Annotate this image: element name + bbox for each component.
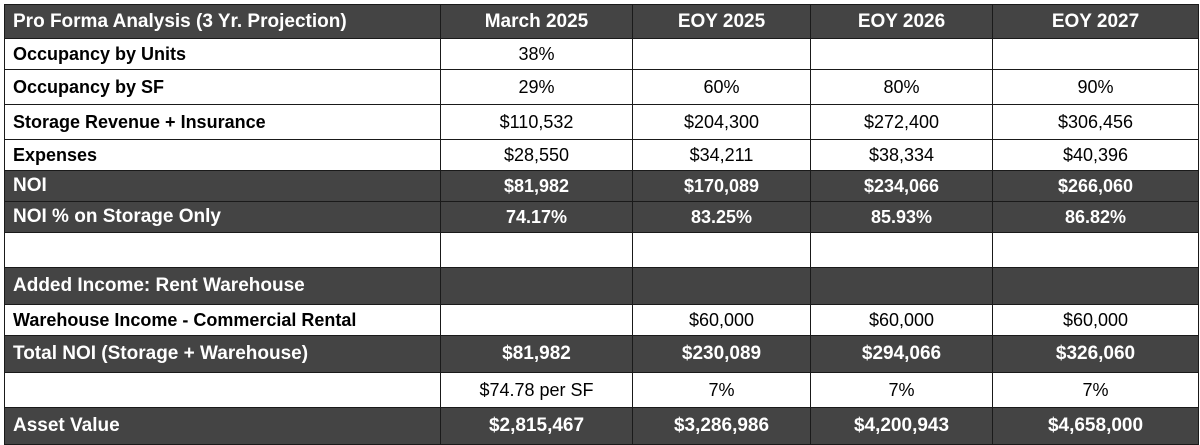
row-label[interactable]: Occupancy by SF	[4, 69, 441, 105]
table-cell[interactable]: 83.25%	[632, 201, 811, 233]
table-cell[interactable]: $294,066	[810, 335, 993, 373]
table-row-added-income: Added Income: Rent Warehouse	[4, 267, 1199, 305]
row-label[interactable]	[4, 232, 441, 268]
table-cell[interactable]: $326,060	[992, 335, 1199, 373]
table-cell[interactable]: $230,089	[632, 335, 811, 373]
header-cell-eoy-2026[interactable]: EOY 2026	[810, 4, 993, 39]
header-cell-eoy-2025[interactable]: EOY 2025	[632, 4, 811, 39]
table-cell[interactable]: $306,456	[992, 104, 1199, 140]
row-label[interactable]	[4, 372, 441, 408]
table-cell[interactable]	[810, 232, 993, 268]
table-cell[interactable]: $4,658,000	[992, 407, 1199, 445]
table-cell[interactable]: $81,982	[440, 170, 633, 202]
row-label[interactable]: NOI % on Storage Only	[4, 201, 441, 233]
table-row-occupancy-units: Occupancy by Units 38%	[4, 38, 1199, 70]
table-cell[interactable]: 29%	[440, 69, 633, 105]
table-row-storage-revenue: Storage Revenue + Insurance $110,532 $20…	[4, 104, 1199, 140]
table-cell[interactable]: $40,396	[992, 139, 1199, 171]
table-row-expenses: Expenses $28,550 $34,211 $38,334 $40,396	[4, 139, 1199, 171]
row-label[interactable]: Total NOI (Storage + Warehouse)	[4, 335, 441, 373]
table-cell[interactable]: 7%	[810, 372, 993, 408]
table-cell[interactable]: 80%	[810, 69, 993, 105]
table-cell[interactable]: $266,060	[992, 170, 1199, 202]
table-cell[interactable]: 85.93%	[810, 201, 993, 233]
table-cell[interactable]	[632, 38, 811, 70]
table-cell[interactable]: $272,400	[810, 104, 993, 140]
table-row-asset-value: Asset Value $2,815,467 $3,286,986 $4,200…	[4, 407, 1199, 445]
table-cell[interactable]: $3,286,986	[632, 407, 811, 445]
table-row-per-sf: $74.78 per SF 7% 7% 7%	[4, 372, 1199, 408]
table-cell[interactable]	[810, 267, 993, 305]
table-cell[interactable]: $34,211	[632, 139, 811, 171]
table-cell[interactable]	[440, 267, 633, 305]
table-cell[interactable]	[992, 38, 1199, 70]
row-label[interactable]: Occupancy by Units	[4, 38, 441, 70]
table-cell[interactable]: 86.82%	[992, 201, 1199, 233]
header-row: Pro Forma Analysis (3 Yr. Projection) Ma…	[4, 4, 1199, 39]
table-cell[interactable]: 74.17%	[440, 201, 633, 233]
table-row-total-noi: Total NOI (Storage + Warehouse) $81,982 …	[4, 335, 1199, 373]
table-cell[interactable]: $81,982	[440, 335, 633, 373]
table-cell[interactable]	[632, 232, 811, 268]
table-cell[interactable]: $4,200,943	[810, 407, 993, 445]
row-label[interactable]: Asset Value	[4, 407, 441, 445]
table-row-occupancy-sf: Occupancy by SF 29% 60% 80% 90%	[4, 69, 1199, 105]
header-cell-eoy-2027[interactable]: EOY 2027	[992, 4, 1199, 39]
table-cell[interactable]	[440, 304, 633, 336]
table-cell[interactable]	[810, 38, 993, 70]
table-cell[interactable]: $60,000	[632, 304, 811, 336]
table-row-warehouse-income: Warehouse Income - Commercial Rental $60…	[4, 304, 1199, 336]
table-row-noi: NOI $81,982 $170,089 $234,066 $266,060	[4, 170, 1199, 202]
table-row-noi-percent: NOI % on Storage Only 74.17% 83.25% 85.9…	[4, 201, 1199, 233]
table-cell[interactable]: 7%	[992, 372, 1199, 408]
row-label[interactable]: Added Income: Rent Warehouse	[4, 267, 441, 305]
table-cell[interactable]: $38,334	[810, 139, 993, 171]
table-cell[interactable]: $60,000	[810, 304, 993, 336]
row-label[interactable]: NOI	[4, 170, 441, 202]
table-cell[interactable]: 60%	[632, 69, 811, 105]
table-cell[interactable]	[992, 232, 1199, 268]
row-label[interactable]: Expenses	[4, 139, 441, 171]
table-cell[interactable]: $74.78 per SF	[440, 372, 633, 408]
table-cell[interactable]: $28,550	[440, 139, 633, 171]
table-row-blank	[4, 232, 1199, 268]
row-label[interactable]: Warehouse Income - Commercial Rental	[4, 304, 441, 336]
table-cell[interactable]: $170,089	[632, 170, 811, 202]
table-cell[interactable]: $60,000	[992, 304, 1199, 336]
header-cell-march-2025[interactable]: March 2025	[440, 4, 633, 39]
table-cell[interactable]: 7%	[632, 372, 811, 408]
table-cell[interactable]: $110,532	[440, 104, 633, 140]
table-cell[interactable]	[440, 232, 633, 268]
table-cell[interactable]	[992, 267, 1199, 305]
table-cell[interactable]: 38%	[440, 38, 633, 70]
spreadsheet: Pro Forma Analysis (3 Yr. Projection) Ma…	[4, 4, 1199, 445]
header-cell-title[interactable]: Pro Forma Analysis (3 Yr. Projection)	[4, 4, 441, 39]
table-cell[interactable]: $234,066	[810, 170, 993, 202]
pro-forma-table: Pro Forma Analysis (3 Yr. Projection) Ma…	[4, 4, 1199, 445]
row-label[interactable]: Storage Revenue + Insurance	[4, 104, 441, 140]
table-cell[interactable]: $2,815,467	[440, 407, 633, 445]
table-cell[interactable]	[632, 267, 811, 305]
table-cell[interactable]: $204,300	[632, 104, 811, 140]
table-cell[interactable]: 90%	[992, 69, 1199, 105]
